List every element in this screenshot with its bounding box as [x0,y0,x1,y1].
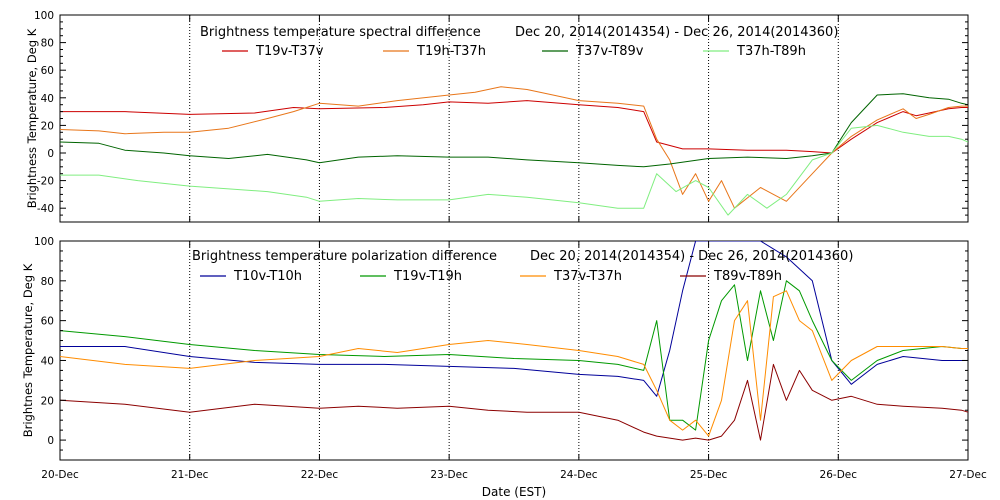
series-line-t19v-t37v [60,100,968,154]
legend-label: T19v-T37v [255,44,324,59]
series-line-t37v-t37h [60,290,968,437]
legend-label: T19v-T19h [393,269,462,284]
chart-title-left: Brightness temperature spectral differen… [200,25,481,40]
x-tick-label: 26-Dec [820,469,858,481]
y-axis-label: Brightnes Temperature, Deg K [21,263,35,437]
series-line-t10v-t10h [60,241,968,397]
y-tick-label: 80 [41,276,54,288]
series-line-t19h-t37h [60,86,968,209]
y-axis-label: Brightness Temperature, Deg K [25,28,39,208]
y-tick-label: 0 [47,435,54,447]
x-tick-label: 23-Dec [430,469,468,481]
y-tick-label: 100 [34,10,54,22]
y-tick-label: 60 [41,316,54,328]
y-tick-label: 60 [41,65,54,77]
y-tick-label: 100 [34,236,54,248]
y-tick-label: 0 [47,148,54,160]
y-tick-label: 40 [41,355,54,367]
series-line-t37v-t89v [60,93,968,168]
vertical-gridlines [189,241,839,460]
legend-label: T37v-T89v [575,44,644,59]
series-line-t37h-t89h [60,124,968,216]
legend-label: T89v-T89h [713,269,782,284]
y-tick-label: 80 [41,38,54,50]
y-tick-label: -40 [37,203,54,215]
legend-label: T10v-T10h [233,269,302,284]
x-tick-label: 20-Dec [41,469,79,481]
x-tick-label: 25-Dec [690,469,728,481]
legend: T19v-T37v T19h-T37h T37v-T89v T37h-T89h [222,44,806,59]
chart-title-right: Dec 20, 2014(2014354) - Dec 26, 2014(201… [530,249,853,264]
y-tick-label: 20 [41,395,54,407]
polarization-difference-panel: 0 20 40 60 80 100 20-Dec 21-Dec 22-Dec 23-Dec 24-D… [21,236,987,499]
y-tick-label: 40 [41,93,54,105]
y-tick-label: 20 [41,120,54,132]
legend-label: T19h-T37h [416,44,486,59]
axis-ticks: 0 20 40 60 80 100 20-Dec 21-Dec 22-Dec 23-Dec 24-D… [34,236,987,481]
chart-title-right: Dec 20, 2014(2014354) - Dec 26, 2014(201… [515,25,838,40]
series-layer [60,241,968,441]
series-line-t19v-t19h [60,280,968,431]
legend-label: T37v-T37h [553,269,622,284]
legend-label: T37h-T89h [736,44,806,59]
x-tick-label: 24-Dec [560,469,598,481]
series-line-t89v-t89h [60,363,968,441]
spectral-difference-panel: -40 -20 0 20 40 60 80 100 Brightness temperatur… [25,10,969,223]
chart-title-left: Brightness temperature polarization diff… [192,249,497,264]
x-axis-label: Date (EST) [482,485,546,499]
legend: T10v-T10h T19v-T19h T37v-T37h T89v-T89h [200,269,782,284]
axis-ticks: -40 -20 0 20 40 60 80 100 [34,10,969,223]
x-tick-label: 27-Dec [949,469,987,481]
series-layer [60,86,968,216]
y-tick-label: -20 [37,176,54,188]
x-tick-label: 21-Dec [171,469,209,481]
x-tick-label: 22-Dec [301,469,339,481]
